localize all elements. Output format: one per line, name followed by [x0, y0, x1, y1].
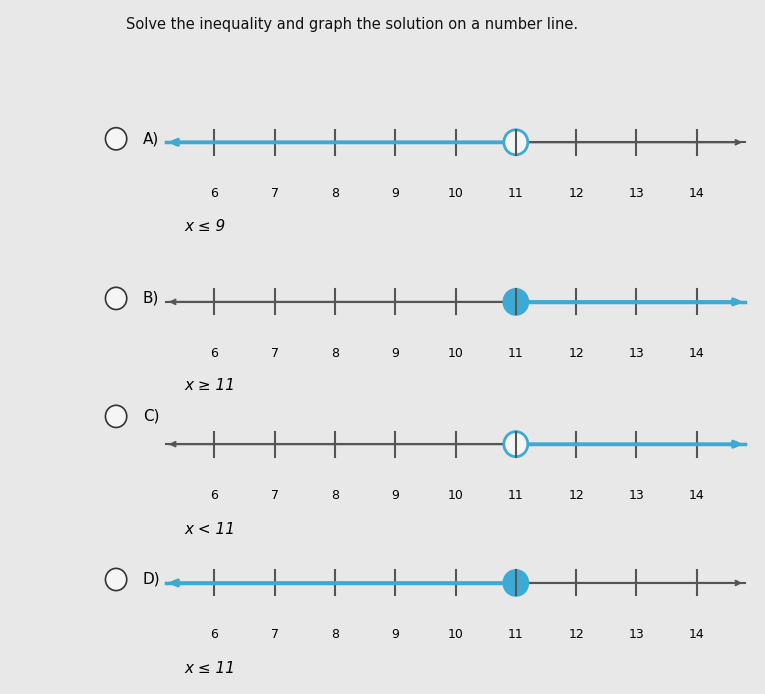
Text: A): A) [143, 131, 159, 146]
Text: 14: 14 [689, 489, 705, 502]
Text: x ≤ 9: x ≤ 9 [184, 219, 226, 234]
Text: 12: 12 [568, 347, 584, 360]
Circle shape [504, 432, 528, 457]
Circle shape [504, 289, 528, 314]
Text: 9: 9 [391, 347, 399, 360]
Text: D): D) [143, 572, 161, 587]
Text: 8: 8 [331, 347, 339, 360]
Text: 10: 10 [448, 187, 464, 201]
Circle shape [106, 405, 127, 428]
Text: 9: 9 [391, 628, 399, 641]
Text: x ≤ 11: x ≤ 11 [184, 661, 235, 676]
Text: 11: 11 [508, 489, 524, 502]
Text: 11: 11 [508, 187, 524, 201]
Text: 6: 6 [210, 489, 218, 502]
Text: Solve the inequality and graph the solution on a number line.: Solve the inequality and graph the solut… [126, 17, 578, 33]
Circle shape [106, 128, 127, 150]
Text: 12: 12 [568, 187, 584, 201]
Text: 12: 12 [568, 489, 584, 502]
Text: 13: 13 [629, 489, 644, 502]
Text: 13: 13 [629, 347, 644, 360]
Text: C): C) [143, 409, 159, 424]
Text: 13: 13 [629, 187, 644, 201]
Text: 7: 7 [271, 489, 278, 502]
Text: 13: 13 [629, 628, 644, 641]
Circle shape [106, 568, 127, 591]
Circle shape [504, 570, 528, 595]
Text: 14: 14 [689, 187, 705, 201]
Text: 6: 6 [210, 347, 218, 360]
Text: 8: 8 [331, 187, 339, 201]
Text: 14: 14 [689, 347, 705, 360]
Text: 8: 8 [331, 628, 339, 641]
Text: 7: 7 [271, 628, 278, 641]
Text: 6: 6 [210, 187, 218, 201]
Text: 7: 7 [271, 347, 278, 360]
Text: 6: 6 [210, 628, 218, 641]
Text: 10: 10 [448, 347, 464, 360]
Text: 14: 14 [689, 628, 705, 641]
Text: 8: 8 [331, 489, 339, 502]
Text: 11: 11 [508, 347, 524, 360]
Text: x ≥ 11: x ≥ 11 [184, 378, 235, 393]
Text: 10: 10 [448, 489, 464, 502]
Circle shape [504, 130, 528, 155]
Text: 9: 9 [391, 489, 399, 502]
Text: B): B) [143, 291, 159, 306]
Text: 10: 10 [448, 628, 464, 641]
Text: 12: 12 [568, 628, 584, 641]
Text: 11: 11 [508, 628, 524, 641]
Circle shape [106, 287, 127, 310]
Text: 9: 9 [391, 187, 399, 201]
Text: x < 11: x < 11 [184, 522, 235, 537]
Text: 7: 7 [271, 187, 278, 201]
